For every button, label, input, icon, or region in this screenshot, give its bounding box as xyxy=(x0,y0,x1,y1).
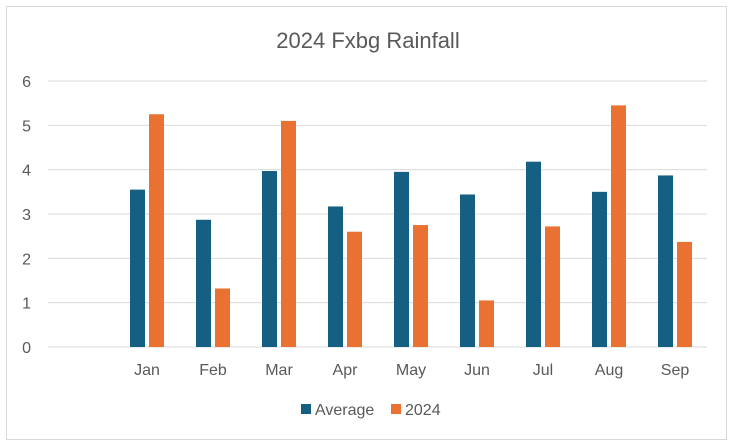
x-tick-label: Sep xyxy=(661,362,690,379)
x-tick-label: Feb xyxy=(199,362,227,379)
bar-average-aug xyxy=(592,191,607,347)
x-tick-label: Mar xyxy=(265,362,293,379)
legend-label: 2024 xyxy=(405,402,441,419)
bar-average-apr xyxy=(328,206,343,347)
y-tick-label: 6 xyxy=(22,74,31,91)
y-tick-label: 0 xyxy=(22,340,31,357)
bar-2024-may xyxy=(413,225,428,347)
y-tick-label: 3 xyxy=(22,207,31,224)
bar-average-jan xyxy=(130,189,145,347)
x-tick-label: Jun xyxy=(464,362,490,379)
x-tick-label: Apr xyxy=(333,362,359,379)
bars xyxy=(130,105,692,348)
bar-2024-jan xyxy=(149,114,164,347)
bar-2024-jun xyxy=(479,300,494,347)
bar-average-jul xyxy=(526,161,541,347)
y-tick-label: 4 xyxy=(22,163,31,180)
x-tick-label: Jul xyxy=(533,362,553,379)
y-tick-label: 5 xyxy=(22,118,31,135)
bar-average-mar xyxy=(262,170,277,347)
y-tick-label: 1 xyxy=(22,296,31,313)
legend-label: Average xyxy=(315,402,374,419)
gridlines xyxy=(48,80,707,348)
bar-average-may xyxy=(394,171,409,347)
bar-2024-jul xyxy=(545,226,560,347)
bar-average-feb xyxy=(196,219,211,347)
x-tick-label: Jan xyxy=(134,362,160,379)
legend-swatch xyxy=(391,404,401,414)
bar-2024-sep xyxy=(677,241,692,347)
y-axis-ticks: 0 1 2 3 4 5 6 xyxy=(22,74,31,357)
chart-title: 2024 Fxbg Rainfall xyxy=(276,28,459,53)
bar-2024-feb xyxy=(215,288,230,347)
legend: Average 2024 xyxy=(301,402,441,419)
x-axis-ticks: Jan Feb Mar Apr May Jun Jul Aug Sep xyxy=(134,362,689,379)
bar-average-jun xyxy=(460,194,475,347)
x-tick-label: Aug xyxy=(595,362,623,379)
y-tick-label: 2 xyxy=(22,251,31,268)
bar-2024-aug xyxy=(611,105,626,347)
bar-2024-mar xyxy=(281,120,296,348)
bar-2024-apr xyxy=(347,231,362,347)
bar-average-sep xyxy=(658,175,673,347)
x-tick-label: May xyxy=(396,362,426,379)
legend-swatch xyxy=(301,404,311,414)
